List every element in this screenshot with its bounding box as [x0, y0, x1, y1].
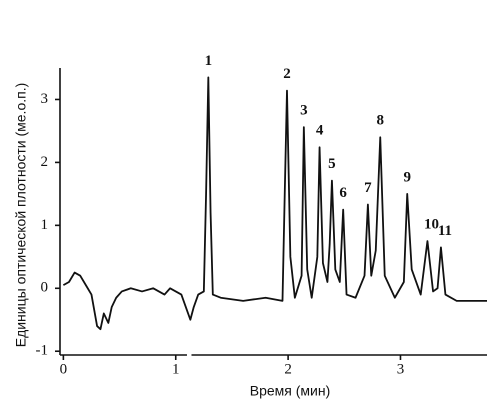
peak-label: 10 [424, 217, 439, 233]
x-tick-label: 1 [172, 361, 180, 377]
peak-label: 9 [403, 169, 411, 185]
y-tick-label: 0 [41, 280, 49, 296]
x-tick-label: 0 [60, 361, 68, 377]
x-axis-label: Время (мин) [250, 383, 331, 399]
chromatogram-line [62, 76, 487, 331]
x-tick-label: 2 [284, 361, 292, 377]
peak-label: 11 [438, 223, 452, 239]
y-tick-label: 3 [41, 91, 49, 107]
x-tick-label: 3 [397, 361, 405, 377]
y-axis-label: Единицы оптической плотности (ме.о.п.) [13, 83, 29, 348]
peak-label: 2 [283, 66, 291, 82]
peak-label: 6 [339, 185, 347, 201]
peak-label: 4 [316, 123, 324, 139]
peak-label: 7 [364, 180, 372, 196]
peak-label: 3 [300, 103, 308, 119]
peak-label: 8 [377, 113, 385, 129]
y-tick-label: 2 [41, 154, 49, 170]
peak-label: 5 [328, 156, 336, 172]
y-tick-label: 1 [41, 217, 49, 233]
peak-label: 1 [205, 53, 213, 69]
y-tick-label: -1 [36, 343, 49, 359]
